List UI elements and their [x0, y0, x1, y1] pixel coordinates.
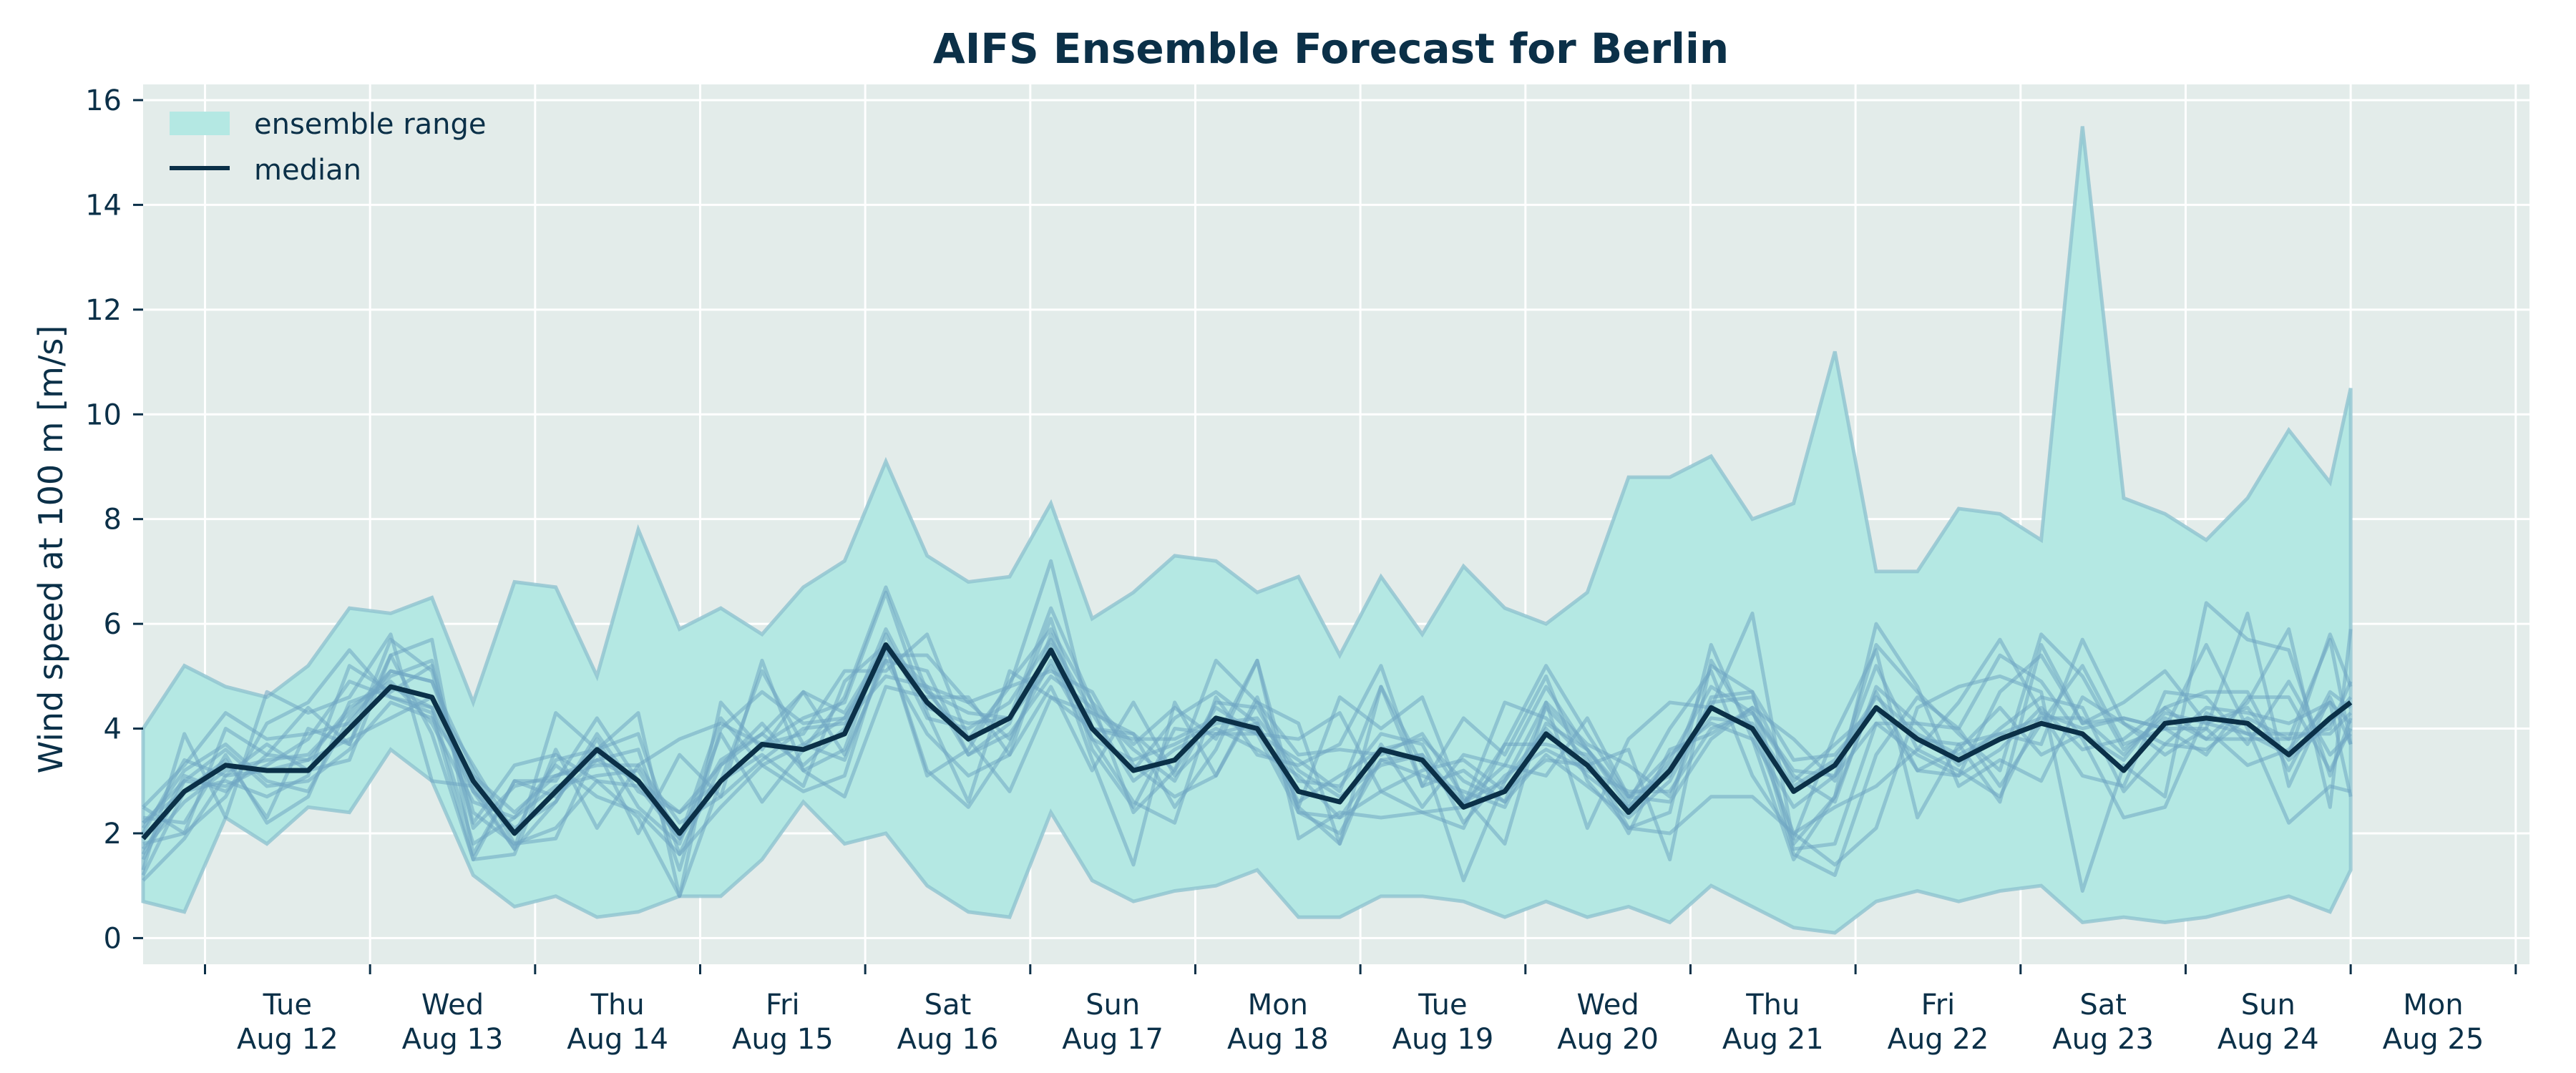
x-tick-label-date-12: Aug 23 — [2052, 1023, 2154, 1056]
ensemble-member-line-14 — [141, 627, 2353, 856]
y-axis-ticks: 0 2 4 6 8 10 12 14 16 — [85, 84, 143, 955]
median-line-group — [141, 642, 2353, 841]
x-tick-label-date-5: Aug 16 — [897, 1023, 999, 1056]
y-tick-label-14: 14 — [85, 189, 122, 222]
x-tick-label-date-3: Aug 14 — [567, 1023, 668, 1056]
x-tick-label-day-1: Tue — [263, 989, 312, 1021]
x-tick-label-date-13: Aug 24 — [2218, 1023, 2319, 1056]
x-tick-label-day-12: Sat — [2079, 989, 2127, 1021]
x-tick-label-date-8: Aug 19 — [1392, 1023, 1494, 1056]
y-tick-label-4: 4 — [104, 713, 122, 746]
legend-label-ensemble-range: ensemble range — [254, 108, 487, 141]
chart-title: AIFS Ensemble Forecast for Berlin — [933, 24, 1729, 73]
y-tick-label-16: 16 — [85, 84, 122, 117]
ensemble-member-line-13 — [142, 674, 2352, 825]
ensemble-range-area — [141, 126, 2353, 935]
ensemble-member-line-6 — [141, 585, 2352, 878]
x-tick-label-day-2: Wed — [421, 989, 484, 1021]
x-tick-label-day-11: Fri — [1921, 989, 1956, 1021]
legend-label-median: median — [254, 154, 361, 187]
x-tick-label-day-7: Mon — [1248, 989, 1308, 1021]
x-tick-label-day-14: Mon — [2403, 989, 2463, 1021]
x-tick-label-date-9: Aug 20 — [1557, 1023, 1659, 1056]
x-tick-label-date-1: Aug 12 — [237, 1023, 338, 1056]
x-tick-label-date-7: Aug 18 — [1227, 1023, 1329, 1056]
y-tick-label-2: 2 — [104, 818, 122, 851]
ensemble-range-polygon — [141, 126, 2353, 935]
x-tick-label-date-2: Aug 13 — [402, 1023, 504, 1056]
x-tick-label-day-8: Tue — [1418, 989, 1467, 1021]
legend-swatch-ensemble-range — [170, 112, 230, 135]
x-tick-label-date-14: Aug 25 — [2383, 1023, 2484, 1056]
median-line — [141, 642, 2353, 841]
ensemble-member-line-12 — [142, 632, 2353, 851]
x-tick-label-day-13: Sun — [2241, 989, 2296, 1021]
y-tick-label-8: 8 — [104, 504, 122, 536]
x-tick-label-day-6: Sun — [1085, 989, 1140, 1021]
x-tick-label-date-4: Aug 15 — [732, 1023, 834, 1056]
x-tick-label-date-10: Aug 21 — [1722, 1023, 1824, 1056]
x-tick-label-date-11: Aug 22 — [1888, 1023, 1989, 1056]
y-tick-label-10: 10 — [85, 398, 122, 431]
y-axis-label: Wind speed at 100 m [m/s] — [31, 325, 70, 774]
legend: ensemble range median — [170, 108, 487, 187]
x-tick-label-day-10: Thu — [1745, 989, 1800, 1021]
x-tick-label-day-4: Fri — [766, 989, 800, 1021]
x-tick-label-day-5: Sat — [924, 989, 972, 1021]
x-tick-label-date-6: Aug 17 — [1062, 1023, 1163, 1056]
x-tick-label-day-9: Wed — [1577, 989, 1639, 1021]
x-tick-label-day-3: Thu — [590, 989, 645, 1021]
y-tick-label-12: 12 — [85, 294, 122, 327]
y-tick-label-6: 6 — [104, 608, 122, 641]
y-tick-label-0: 0 — [104, 922, 122, 955]
